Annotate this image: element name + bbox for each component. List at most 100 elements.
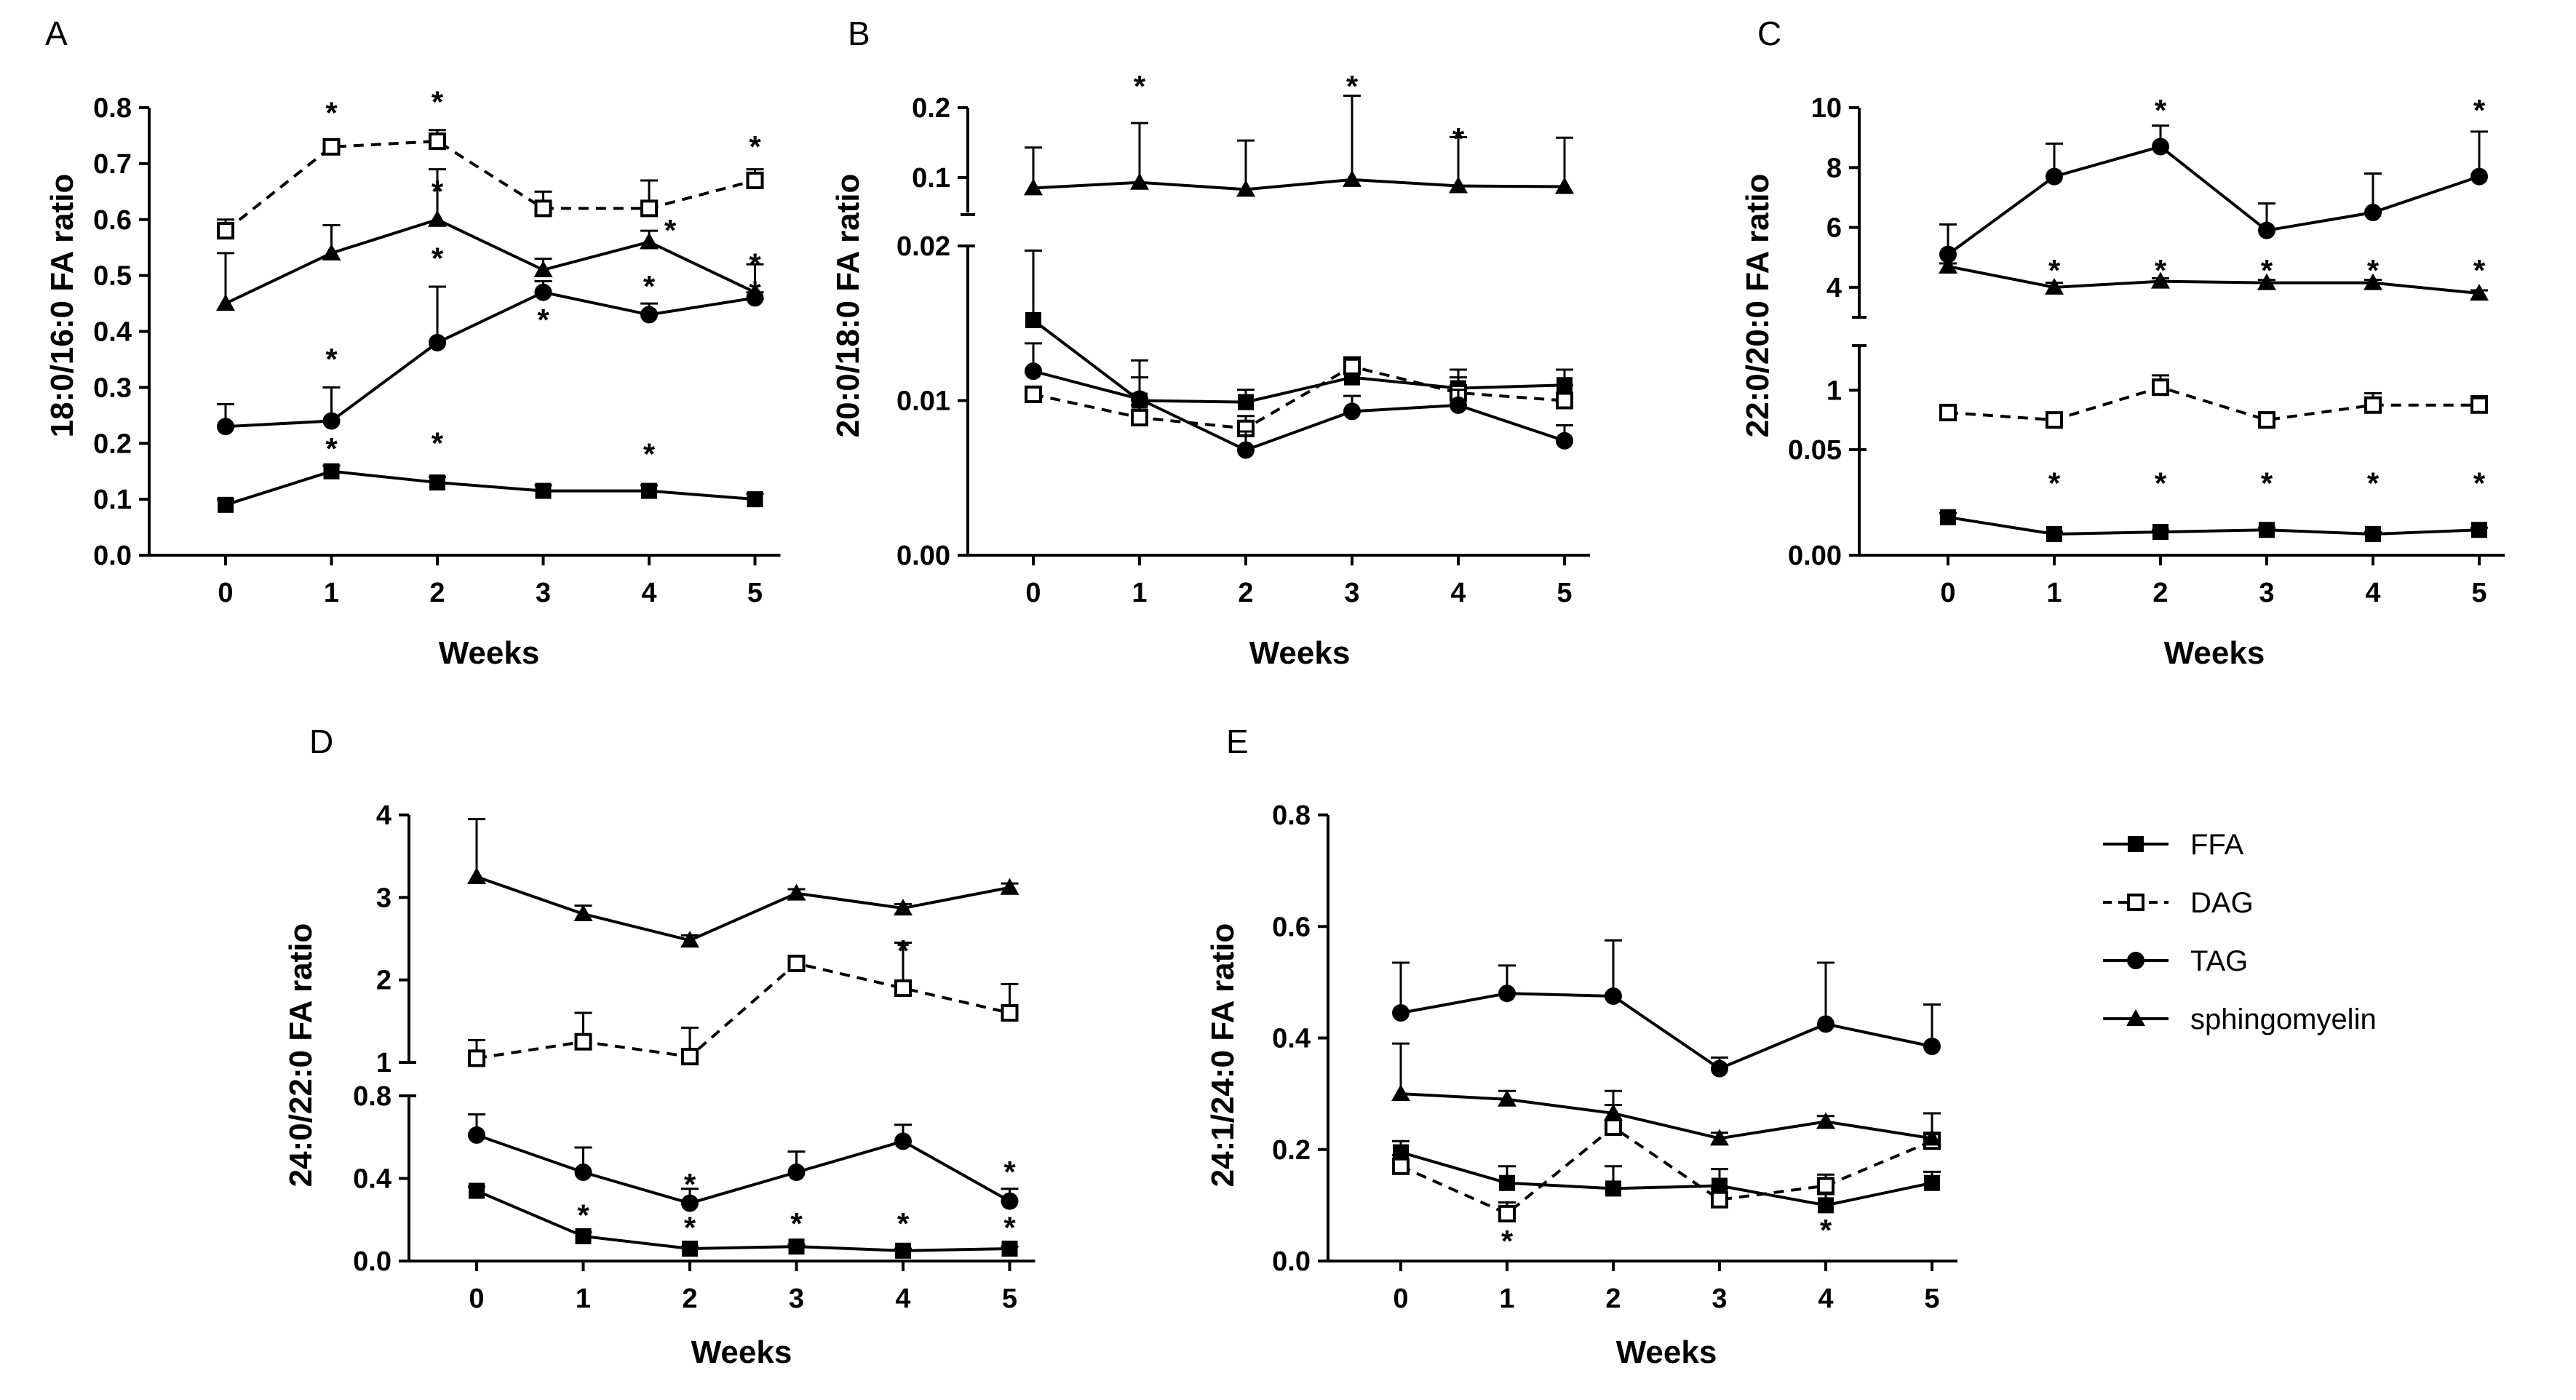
- x-tick-label: 2: [2152, 578, 2168, 608]
- ffa-marker: [2259, 522, 2275, 538]
- series-ffa: [468, 1182, 1019, 1259]
- sphingomyelin-marker: [2470, 284, 2489, 301]
- x-axis-title: Weeks: [691, 1335, 792, 1370]
- y-tick-label: 0.4: [93, 317, 132, 348]
- tag-marker: [2470, 167, 2488, 186]
- panel-c-letter: C: [1757, 15, 1781, 52]
- dag-marker: [1556, 391, 1573, 410]
- x-tick-label: 2: [429, 578, 445, 608]
- ffa-marker: [1924, 1174, 1940, 1191]
- y-tick-label: 0.1: [912, 163, 950, 194]
- legend-label: FFA: [2190, 829, 2244, 861]
- y-tick-label: 10: [1811, 93, 1842, 124]
- significance-star: *: [2473, 253, 2486, 287]
- dag-marker: [1001, 1004, 1019, 1022]
- dag-marker: [534, 199, 552, 218]
- significance-star: *: [1501, 1224, 1514, 1258]
- series-line: [1947, 265, 2480, 295]
- y-tick-label: 0.4: [1272, 1024, 1311, 1054]
- y-tick-label: 0.0: [1272, 1246, 1311, 1277]
- series-tag: [217, 279, 764, 436]
- x-tick-label: 3: [2259, 578, 2274, 608]
- significance-star: *: [432, 84, 444, 119]
- sphingomyelin-marker: [894, 899, 913, 916]
- ffa-marker: [218, 496, 234, 513]
- x-tick-label: 0: [1025, 578, 1041, 608]
- ffa-marker: [1818, 1197, 1834, 1214]
- y-axis-title: 18:0/16:0 FA ratio: [44, 174, 80, 438]
- x-tick-label: 5: [2471, 578, 2486, 608]
- series-dag: [1392, 1103, 1941, 1222]
- series-ffa: [1939, 509, 2488, 542]
- tag-marker: [322, 412, 341, 430]
- sphingomyelin-marker: [2045, 277, 2064, 295]
- tag-marker: [574, 1163, 592, 1181]
- x-tick-label: 2: [1238, 578, 1253, 608]
- sphingomyelin-marker: [680, 931, 699, 948]
- y-tick-label: 0.8: [1272, 800, 1311, 831]
- series-line: [1400, 1150, 1933, 1207]
- significance-star: *: [2473, 93, 2486, 127]
- significance-star: *: [2367, 253, 2380, 287]
- significance-star: *: [537, 303, 549, 337]
- significance-star: *: [2261, 253, 2273, 287]
- significance-star: *: [2367, 466, 2380, 500]
- significance-star: *: [2261, 466, 2273, 500]
- sphingomyelin-marker: [533, 260, 553, 277]
- series-ffa: [217, 463, 764, 513]
- ffa-marker: [788, 1238, 805, 1255]
- x-tick-label: 0: [469, 1284, 484, 1314]
- y-tick-label: 0.2: [912, 93, 950, 124]
- x-tick-label: 5: [1557, 578, 1572, 608]
- ffa-marker: [1025, 312, 1041, 328]
- significance-star: *: [1003, 1155, 1016, 1189]
- significance-star: *: [1346, 69, 1359, 103]
- tag-marker: [468, 1126, 485, 1144]
- ffa-marker: [429, 474, 445, 491]
- y-axis-title: 24:0/22:0 FA ratio: [283, 923, 319, 1188]
- x-tick-label: 3: [536, 578, 551, 608]
- significance-star: *: [643, 269, 656, 303]
- tag-marker: [1025, 362, 1042, 381]
- ffa-marker: [2365, 526, 2381, 542]
- ffa-marker: [2471, 522, 2487, 538]
- y-tick-label: 0.05: [1788, 435, 1842, 466]
- x-tick-label: 3: [1344, 578, 1359, 608]
- y-tick-label: 0.1: [93, 485, 132, 515]
- significance-star: *: [684, 1211, 696, 1245]
- tag-marker: [2046, 167, 2063, 186]
- significance-star: *: [1452, 122, 1465, 156]
- dag-marker: [429, 132, 446, 151]
- series-sphingomyelin: [467, 818, 1019, 948]
- series-dag: [1939, 374, 2488, 429]
- x-tick-label: 4: [895, 1284, 910, 1314]
- tag-marker: [640, 306, 658, 324]
- legend-item-dag: DAG: [2103, 887, 2254, 919]
- tag-marker: [1001, 1192, 1019, 1210]
- panel-e-letter: E: [1226, 723, 1249, 760]
- panel-b: B 0.00 0.01 0.02 0.1 0.2 0 1 2 3 4 5 Weeks 20:0/18:0 …: [830, 15, 1590, 671]
- y-tick-label: 3: [376, 883, 391, 913]
- significance-star: *: [1820, 1213, 1832, 1247]
- sphingomyelin-marker: [1498, 1089, 1516, 1107]
- dag-marker: [787, 955, 806, 972]
- dag-marker: [2127, 894, 2144, 911]
- significance-star: *: [432, 426, 444, 460]
- y-tick-label: 0.02: [897, 231, 950, 262]
- dag-marker: [2046, 411, 2063, 429]
- significance-star: *: [897, 934, 910, 968]
- ffa-marker: [2128, 836, 2144, 852]
- sphingomyelin-marker: [1449, 176, 1468, 194]
- tag-marker: [1939, 245, 1957, 263]
- dag-marker: [1939, 403, 1957, 421]
- x-axis-title: Weeks: [439, 635, 540, 671]
- x-tick-label: 5: [1002, 1284, 1017, 1314]
- significance-star: *: [749, 275, 761, 309]
- y-tick-label: 0.3: [93, 373, 132, 403]
- dag-marker: [2258, 411, 2275, 429]
- panel-d-letter: D: [309, 723, 333, 760]
- ffa-marker: [469, 1182, 485, 1199]
- tag-marker: [1923, 1037, 1941, 1055]
- significance-star: *: [1003, 1211, 1016, 1245]
- tag-marker: [1817, 1015, 1834, 1033]
